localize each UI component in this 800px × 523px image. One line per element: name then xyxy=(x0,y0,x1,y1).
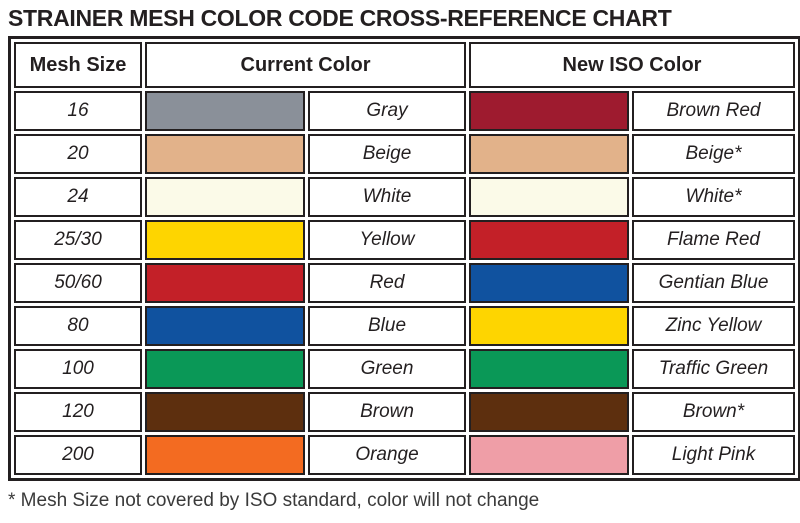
iso-color-name: Gentian Blue xyxy=(632,263,795,303)
current-color-name: Green xyxy=(308,349,466,389)
iso-color-name: Brown Red xyxy=(632,91,795,131)
iso-color-name: Beige* xyxy=(632,134,795,174)
iso-color-swatch xyxy=(469,263,629,303)
mesh-size-cell: 80 xyxy=(14,306,142,346)
iso-color-swatch xyxy=(469,435,629,475)
table-row: 200 Orange Light Pink xyxy=(14,435,795,475)
iso-color-swatch xyxy=(469,177,629,217)
page-title: STRAINER MESH COLOR CODE CROSS-REFERENCE… xyxy=(8,5,672,31)
mesh-size-cell: 50/60 xyxy=(14,263,142,303)
current-color-swatch xyxy=(145,177,305,217)
table-body: 16 Gray Brown Red 20 Beige Beige* 24 Whi… xyxy=(14,91,795,475)
mesh-size-cell: 24 xyxy=(14,177,142,217)
mesh-size-cell: 100 xyxy=(14,349,142,389)
table-row: 16 Gray Brown Red xyxy=(14,91,795,131)
current-color-name: Yellow xyxy=(308,220,466,260)
current-color-swatch xyxy=(145,263,305,303)
current-color-name: White xyxy=(308,177,466,217)
current-color-swatch xyxy=(145,435,305,475)
table-row: 50/60 Red Gentian Blue xyxy=(14,263,795,303)
mesh-size-cell: 20 xyxy=(14,134,142,174)
current-color-swatch xyxy=(145,306,305,346)
mesh-size-cell: 120 xyxy=(14,392,142,432)
iso-color-name: Zinc Yellow xyxy=(632,306,795,346)
mesh-size-cell: 25/30 xyxy=(14,220,142,260)
table-row: 100 Green Traffic Green xyxy=(14,349,795,389)
table-row: 25/30 Yellow Flame Red xyxy=(14,220,795,260)
iso-color-swatch xyxy=(469,306,629,346)
iso-color-name: Brown* xyxy=(632,392,795,432)
color-code-table: Mesh Size Current Color New ISO Color 16… xyxy=(8,36,800,481)
current-color-name: Gray xyxy=(308,91,466,131)
header-current-color: Current Color xyxy=(145,42,466,88)
header-mesh-size: Mesh Size xyxy=(14,42,142,88)
table-row: 80 Blue Zinc Yellow xyxy=(14,306,795,346)
iso-color-swatch xyxy=(469,91,629,131)
header-row: Mesh Size Current Color New ISO Color xyxy=(14,42,795,88)
table-header: Mesh Size Current Color New ISO Color xyxy=(14,42,795,88)
iso-color-name: White* xyxy=(632,177,795,217)
mesh-size-cell: 200 xyxy=(14,435,142,475)
table-row: 20 Beige Beige* xyxy=(14,134,795,174)
current-color-swatch xyxy=(145,349,305,389)
current-color-name: Beige xyxy=(308,134,466,174)
table-row: 24 White White* xyxy=(14,177,795,217)
current-color-name: Blue xyxy=(308,306,466,346)
current-color-name: Orange xyxy=(308,435,466,475)
current-color-swatch xyxy=(145,220,305,260)
iso-color-name: Flame Red xyxy=(632,220,795,260)
current-color-swatch xyxy=(145,91,305,131)
current-color-name: Brown xyxy=(308,392,466,432)
iso-color-name: Traffic Green xyxy=(632,349,795,389)
iso-color-swatch xyxy=(469,220,629,260)
iso-color-swatch xyxy=(469,392,629,432)
current-color-swatch xyxy=(145,134,305,174)
footnote: * Mesh Size not covered by ISO standard,… xyxy=(8,490,540,511)
iso-color-swatch xyxy=(469,134,629,174)
mesh-size-cell: 16 xyxy=(14,91,142,131)
iso-color-name: Light Pink xyxy=(632,435,795,475)
iso-color-swatch xyxy=(469,349,629,389)
current-color-swatch xyxy=(145,392,305,432)
table-row: 120 Brown Brown* xyxy=(14,392,795,432)
current-color-name: Red xyxy=(308,263,466,303)
header-new-iso-color: New ISO Color xyxy=(469,42,795,88)
